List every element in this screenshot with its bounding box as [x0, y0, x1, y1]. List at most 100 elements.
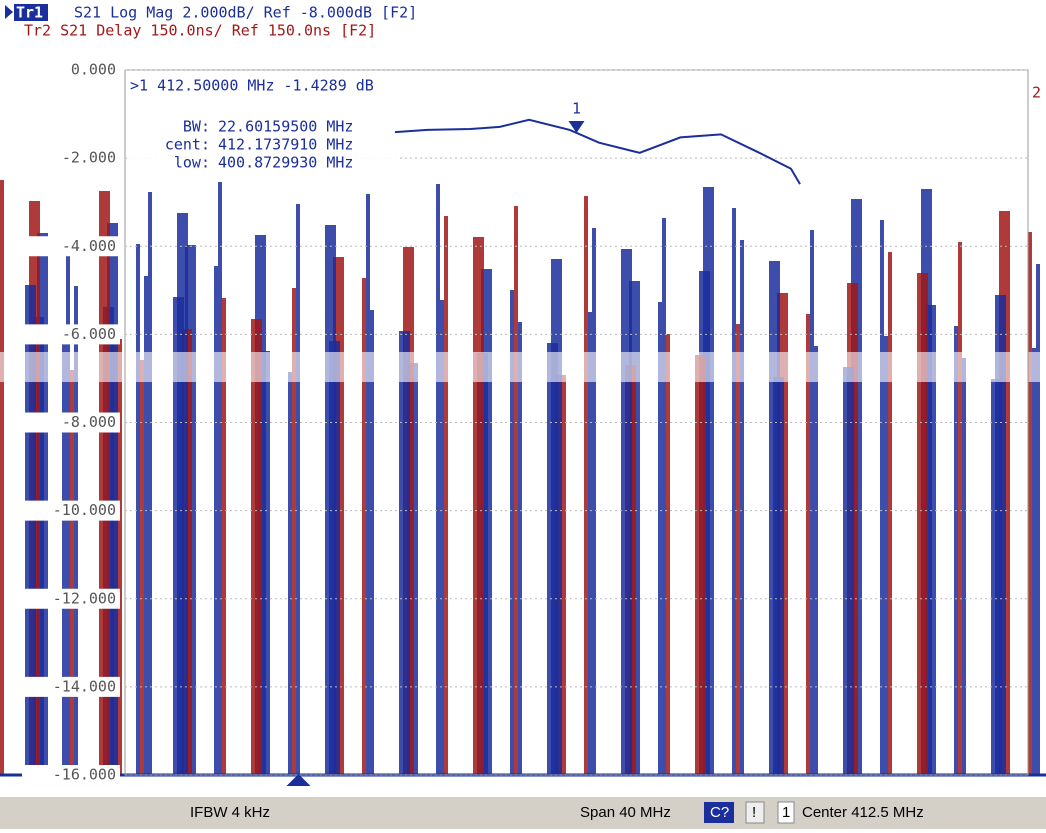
- artifact-stripe: [140, 360, 144, 775]
- artifact-stripe: [366, 194, 370, 775]
- artifact-stripe: [25, 285, 36, 775]
- artifact-stripe: [136, 244, 140, 775]
- warn: !: [752, 804, 756, 821]
- center: Center 412.5 MHz: [802, 804, 924, 821]
- artifact-stripe: [1028, 232, 1032, 775]
- artifact-stripe: [440, 300, 444, 775]
- artifact-stripe: [884, 336, 888, 775]
- artifact-stripe: [658, 302, 662, 775]
- stats-bg: [128, 112, 398, 182]
- artifact-stripe: [888, 252, 892, 775]
- artifact-stripe: [296, 204, 300, 775]
- y-tick-bg: [22, 324, 120, 345]
- artifact-stripe: [325, 225, 336, 775]
- stat-label: low:: [174, 154, 210, 172]
- artifact-stripe: [514, 206, 518, 775]
- artifact-stripe: [814, 346, 818, 775]
- artifact-stripe: [218, 182, 222, 775]
- artifact-stripe: [1036, 264, 1040, 775]
- artifact-stripe: [736, 324, 740, 775]
- artifact-stripe: [958, 242, 962, 775]
- channel: 1: [782, 804, 790, 821]
- artifact-stripe: [1032, 348, 1036, 775]
- artifact-stripe: [991, 379, 1002, 775]
- tr1-tag: Tr1: [16, 4, 43, 22]
- artifacts: [0, 180, 1046, 777]
- y-tick-label: 0.000: [71, 61, 116, 79]
- y-tick-label: -4.000: [62, 237, 116, 255]
- artifact-stripe: [810, 230, 814, 775]
- status-bar: [0, 797, 1046, 829]
- stat-label: cent:: [165, 136, 210, 154]
- warn-bg: [745, 801, 765, 824]
- y-tick-bg: [22, 588, 120, 609]
- artifact-stripe: [444, 216, 448, 775]
- tr1-tag-bg: [14, 4, 48, 21]
- trace1-header: S21 Log Mag 2.000dB/ Ref -8.000dB [F2]: [74, 4, 417, 22]
- cal: C?: [710, 804, 729, 821]
- artifact-stripe: [362, 278, 366, 775]
- artifact-stripe: [954, 326, 958, 775]
- artifact-stripe: [769, 261, 780, 775]
- y-tick-label: -14.000: [53, 677, 116, 695]
- artifact-stripe: [880, 220, 884, 775]
- y-tick-bg: [22, 60, 120, 80]
- artifact-stripe: [806, 314, 810, 775]
- artifact-stripe: [0, 180, 4, 775]
- artifact-stripe: [621, 249, 632, 775]
- span: Span 40 MHz: [580, 804, 671, 821]
- artifact-stripe: [518, 322, 522, 775]
- artifact-stripe: [584, 196, 588, 775]
- artifact-stripe: [962, 358, 966, 775]
- artifact-stripe: [436, 184, 440, 775]
- artifact-stripe: [251, 319, 262, 775]
- artifact-band: [0, 352, 1046, 382]
- artifact-stripe: [592, 228, 596, 775]
- y-tick-bg: [22, 676, 120, 697]
- trace2-label: 2: [1032, 84, 1041, 102]
- y-tick-label: -12.000: [53, 589, 116, 607]
- artifact-stripe: [662, 218, 666, 775]
- y-tick-bg: [22, 236, 120, 257]
- artifact-stripe: [222, 298, 226, 775]
- artifact-stripe: [214, 266, 218, 775]
- artifact-stripe: [173, 297, 184, 775]
- artifact-stripe: [588, 312, 592, 775]
- y-tick-label: -2.000: [62, 149, 116, 167]
- x-marker: [286, 774, 311, 786]
- marker-number: 1: [572, 99, 581, 117]
- artifact-stripe: [288, 372, 292, 775]
- stat-value: 22.60159500 MHz: [218, 118, 353, 136]
- trace2-header: Tr2 S21 Delay 150.0ns/ Ref 150.0ns [F2]: [24, 22, 376, 40]
- y-tick-label: -10.000: [53, 501, 116, 519]
- artifact-stripe: [917, 273, 928, 775]
- artifact-stripe: [370, 310, 374, 775]
- trace: [394, 118, 801, 185]
- artifact-stripe: [695, 355, 706, 775]
- y-tick-bg: [22, 765, 120, 785]
- artifact-stripe: [99, 191, 110, 775]
- artifact-stripe: [148, 192, 152, 775]
- artifact-stripe: [732, 208, 736, 775]
- artifact-stripe: [70, 370, 74, 775]
- artifact-stripe: [843, 367, 854, 775]
- stat-value: 400.8729930 MHz: [218, 154, 353, 172]
- y-tick-label: -6.000: [62, 325, 116, 343]
- marker-readout: >1 412.50000 MHz -1.4289 dB: [130, 77, 374, 95]
- ifbw: IFBW 4 kHz: [190, 804, 270, 821]
- artifact-stripe: [62, 338, 66, 775]
- y-tick-label: -8.000: [62, 413, 116, 431]
- artifact-stripe: [473, 237, 484, 775]
- artifact-stripe: [740, 240, 744, 775]
- artifact-stripe: [510, 290, 514, 775]
- active-arrow: [5, 5, 13, 19]
- y-tick-bg: [22, 412, 120, 433]
- artifact-stripe: [144, 276, 148, 775]
- y-tick-bg: [22, 500, 120, 521]
- artifact-stripe: [399, 331, 410, 775]
- y-tick-label: -16.000: [53, 766, 116, 784]
- artifact-stripe: [547, 343, 558, 775]
- cal-bg: [704, 802, 734, 823]
- artifact-stripe: [666, 334, 670, 775]
